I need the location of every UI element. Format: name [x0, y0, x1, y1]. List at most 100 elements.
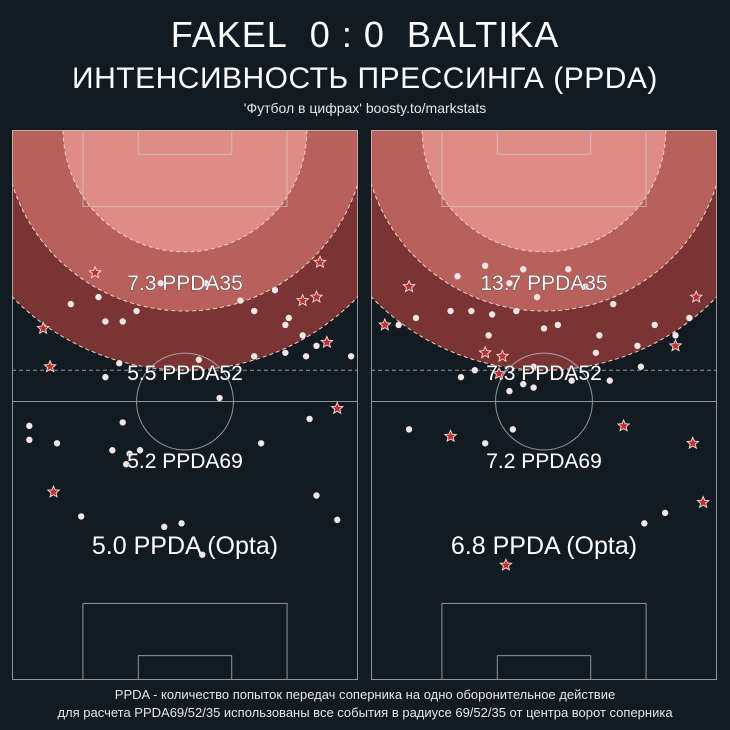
defensive-action-star	[46, 484, 61, 498]
ppda-zone-35	[62, 130, 308, 253]
defensive-action-point	[568, 377, 575, 384]
centre-circle	[136, 352, 234, 451]
opta-ppda-label: 6.8 PPDA (Opta)	[451, 532, 637, 560]
defensive-action-point	[102, 373, 109, 381]
ppda35-label: 13.7 PPDA35	[480, 272, 607, 295]
defensive-action-star	[43, 359, 57, 373]
defensive-action-point	[202, 279, 209, 287]
defensive-action-point	[641, 520, 648, 527]
penalty-box-bottom	[82, 602, 288, 680]
defensive-action-point	[285, 314, 292, 322]
defensive-action-star	[696, 495, 710, 509]
defensive-action-point	[481, 440, 489, 447]
defensive-action-point	[488, 311, 496, 318]
centre-circle	[495, 352, 593, 451]
defensive-action-point	[485, 332, 492, 339]
defensive-action-star	[313, 255, 327, 269]
defensive-action-point	[119, 419, 126, 426]
defensive-action-star	[295, 293, 310, 307]
pitch-fakel: 7.3 PPDA35 5.5 PPDA52 5.2 PPDA69 5.0 PPDA (…	[12, 130, 358, 680]
defensive-action-point	[506, 387, 513, 395]
defensive-action-point	[554, 321, 562, 329]
penalty-box-bottom	[441, 602, 647, 680]
defensive-action-point	[67, 300, 75, 308]
defensive-action-point	[313, 342, 320, 350]
pitch-baltika: 13.7 PPDA35 7.3 PPDA52 7.2 PPDA69 6.8 PPDA …	[371, 130, 717, 680]
defensive-action-point	[533, 293, 541, 301]
defensive-action-point	[302, 353, 310, 360]
defensive-action-point	[592, 349, 600, 356]
defensive-action-point	[520, 380, 527, 388]
match-score: 0 : 0	[309, 14, 385, 55]
away-team-name: BALTIKA	[406, 14, 560, 55]
defensive-action-point	[157, 279, 164, 287]
defensive-action-point	[481, 262, 489, 269]
defensive-action-point	[637, 363, 645, 370]
defensive-action-point	[347, 353, 355, 360]
defensive-action-point	[634, 342, 641, 350]
defensive-action-star	[443, 429, 458, 443]
defensive-action-point	[78, 513, 85, 520]
defensive-action-star	[478, 345, 493, 359]
defensive-action-point	[513, 307, 520, 315]
defensive-action-point	[405, 426, 413, 433]
defensive-action-point	[306, 415, 313, 423]
defensive-action-star	[88, 265, 102, 279]
defensive-action-point	[122, 460, 130, 468]
defensive-action-point	[26, 436, 33, 444]
defensive-action-point	[26, 422, 33, 430]
source-credit: 'Футбол в цифрах' boosty.to/markstats	[243, 100, 487, 116]
defensive-action-point	[271, 286, 279, 294]
six-yard-box-bottom	[496, 655, 592, 680]
defensive-action-point	[596, 332, 603, 339]
defensive-action-point	[457, 373, 465, 381]
defensive-action-point	[509, 426, 517, 433]
footnote-line-1: PPDA - количество попыток передач соперн…	[114, 687, 616, 702]
defensive-action-point	[53, 440, 61, 447]
defensive-action-star	[668, 338, 683, 352]
defensive-action-point	[651, 321, 658, 329]
defensive-action-star	[36, 321, 50, 335]
chart-subtitle: ИНТЕНСИВНОСТЬ ПРЕССИНГА (PPDA)	[72, 62, 658, 95]
defensive-action-star	[499, 557, 513, 571]
defensive-action-star	[378, 317, 392, 331]
defensive-action-point	[610, 300, 617, 308]
defensive-action-point	[468, 307, 475, 315]
defensive-action-point	[109, 447, 116, 454]
defensive-action-star	[685, 436, 700, 450]
defensive-action-point	[136, 447, 144, 454]
defensive-action-point	[506, 279, 513, 287]
defensive-action-point	[540, 325, 548, 332]
footnote-line-2: для расчета PPDA69/52/35 использованы вс…	[57, 705, 673, 720]
defensive-action-star	[330, 401, 345, 415]
defensive-action-star	[689, 289, 704, 303]
defensive-action-point	[412, 314, 420, 322]
opta-ppda-label: 5.0 PPDA (Opta)	[92, 532, 278, 560]
defensive-action-point	[251, 353, 258, 360]
ppda69-label: 7.2 PPDA69	[486, 450, 602, 473]
defensive-action-star	[402, 279, 416, 293]
defensive-action-point	[195, 356, 203, 363]
defensive-action-point	[299, 332, 306, 339]
ppda52-label: 7.3 PPDA52	[486, 362, 602, 385]
defensive-action-point	[565, 266, 572, 273]
defensive-action-point	[126, 450, 133, 457]
six-yard-box-bottom	[137, 655, 233, 680]
footnote: PPDA - количество попыток передач соперн…	[0, 686, 730, 722]
defensive-action-point	[95, 293, 102, 301]
defensive-action-star	[320, 335, 334, 349]
defensive-action-point	[334, 516, 341, 524]
six-yard-box-top	[137, 130, 233, 155]
home-team-name: FAKEL	[170, 14, 288, 55]
defensive-action-point	[313, 492, 320, 499]
defensive-action-star	[492, 366, 506, 380]
defensive-action-star	[309, 289, 324, 303]
defensive-action-point	[530, 363, 537, 370]
defensive-action-point	[520, 266, 527, 273]
defensive-action-point	[661, 509, 669, 517]
defensive-action-point	[161, 523, 168, 531]
defensive-action-point	[237, 297, 244, 304]
defensive-action-point	[216, 394, 223, 402]
defensive-action-point	[178, 520, 185, 527]
penalty-box-top	[441, 130, 647, 208]
